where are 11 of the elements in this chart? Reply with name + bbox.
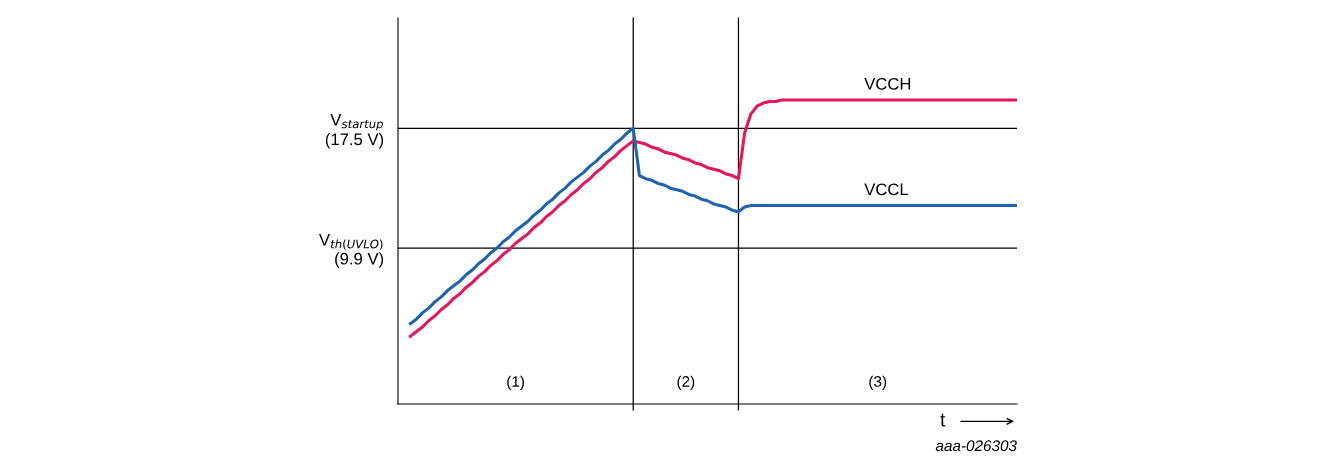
x-axis-title: t (940, 413, 946, 427)
text: aaa-026303 (935, 440, 1017, 452)
annotation: (1) (507, 375, 524, 390)
series-label: VCCL (864, 183, 909, 196)
series-label: VCCH (864, 77, 911, 90)
annotation: (2) (677, 375, 695, 390)
line-series (408, 126, 1017, 326)
y-tick-label: V$_{startup}$ (17.5 V) (325, 113, 384, 149)
y-tick-label: V$_{th(UVLO)}$ (9.9 V) (319, 234, 384, 268)
line-series (408, 98, 1017, 338)
annotation: (3) (869, 375, 887, 390)
